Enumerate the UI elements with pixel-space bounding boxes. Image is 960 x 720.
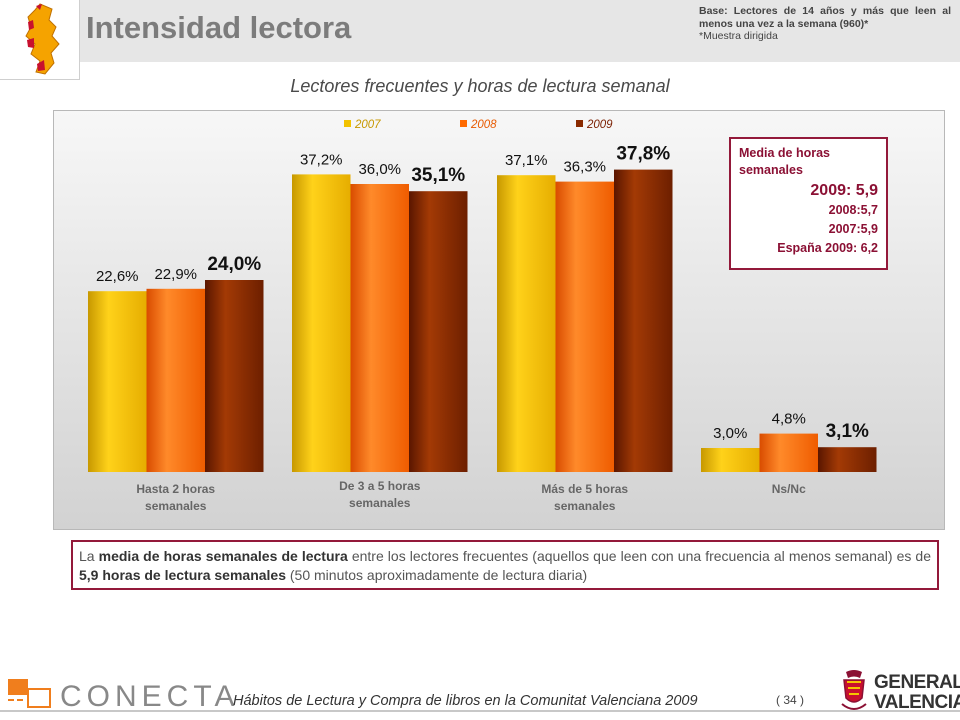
- category-label-3: Ns/Nc: [772, 482, 806, 496]
- header-band: [0, 0, 960, 62]
- base-note-line2: *Muestra dirigida: [699, 30, 778, 42]
- conecta-wordmark: CONECTA: [60, 680, 240, 713]
- data-label-2007-3: 3,0%: [713, 425, 747, 442]
- bar-2009-2: [614, 169, 673, 472]
- generalitat-word-line1: GENERALITAT: [874, 672, 960, 693]
- category-label-1: De 3 a 5 horas semanales: [339, 479, 421, 510]
- summary-bold-2: 5,9 horas de lectura semanales: [79, 567, 286, 583]
- average-hours-spain: España 2009: 6,2: [777, 241, 878, 255]
- data-label-2008-1: 36,0%: [358, 161, 401, 178]
- data-label-2009-2: 37,8%: [616, 144, 670, 165]
- conecta-logo: [8, 679, 51, 708]
- average-hours-2009: 2009: 5,9: [810, 182, 878, 199]
- bar-2007-1: [292, 174, 351, 472]
- bar-2008-3: [759, 433, 818, 472]
- bar-2007-2: [497, 175, 556, 472]
- data-label-2009-0: 24,0%: [207, 254, 261, 275]
- generalitat-logo: [841, 670, 867, 710]
- data-label-2007-1: 37,2%: [300, 151, 343, 168]
- base-note-line1: Base: Lectores de 14 años y más que leen…: [699, 5, 951, 30]
- data-label-2008-2: 36,3%: [563, 159, 606, 176]
- summary-text-3: (50 minutos aproximadamente de lectura d…: [286, 567, 588, 583]
- generalitat-wordmark: GENERALITAT VALENCIANA: [874, 673, 960, 713]
- legend-label-2007: 2007: [354, 119, 381, 131]
- legend-swatch-2007: [344, 120, 351, 127]
- generalitat-word-line2: VALENCIANA: [874, 692, 960, 713]
- average-hours-box: Media de horas semanales 2009: 5,9 2008:…: [729, 137, 888, 270]
- bar-chart: 2007 2008 2009 22,6% 22,9% 24,0% 37,2% 36,0% 35,…: [88, 119, 877, 513]
- footer-divider: [0, 710, 960, 712]
- category-label-0: Hasta 2 horas semanales: [136, 482, 215, 513]
- slide-title: Intensidad lectora: [86, 10, 352, 45]
- average-hours-2008: 2008:5,7: [828, 203, 878, 217]
- chart-title: Lectores frecuentes y horas de lectura s…: [290, 76, 670, 96]
- summary-text-1: La: [79, 548, 99, 564]
- bar-2009-3: [818, 447, 877, 472]
- data-label-2009-1: 35,1%: [411, 165, 465, 186]
- study-title: Hábitos de Lectura y Compra de libros en…: [233, 693, 698, 709]
- data-label-2008-0: 22,9%: [154, 266, 197, 283]
- data-label-2008-3: 4,8%: [772, 411, 806, 428]
- bar-2008-0: [146, 288, 205, 472]
- bar-2008-2: [555, 181, 614, 472]
- bar-2007-3: [701, 448, 760, 472]
- average-hours-header: Media de horas semanales: [739, 146, 830, 177]
- summary-bold-1: media de horas semanales de lectura: [98, 548, 348, 564]
- summary-text-2: entre los lectores frecuentes (aquellos …: [347, 548, 931, 564]
- data-label-2009-3: 3,1%: [826, 421, 869, 442]
- summary-box: La media de horas semanales de lectura e…: [71, 540, 939, 590]
- base-note: Base: Lectores de 14 años y más que leen…: [699, 5, 951, 43]
- average-hours-2007: 2007:5,9: [828, 222, 878, 236]
- data-label-2007-2: 37,1%: [505, 152, 548, 169]
- region-map-logo: [0, 0, 80, 80]
- legend-label-2008: 2008: [470, 119, 497, 131]
- category-label-2: Más de 5 horas semanales: [541, 482, 628, 513]
- data-label-2007-0: 22,6%: [96, 268, 139, 285]
- bar-2009-1: [409, 191, 468, 472]
- bar-2009-0: [205, 280, 264, 472]
- legend-swatch-2008: [460, 120, 467, 127]
- page-number: ( 34 ): [776, 693, 805, 707]
- bar-2007-0: [88, 291, 147, 472]
- bar-2008-1: [350, 184, 409, 472]
- legend-swatch-2009: [576, 120, 583, 127]
- legend-label-2009: 2009: [586, 119, 613, 131]
